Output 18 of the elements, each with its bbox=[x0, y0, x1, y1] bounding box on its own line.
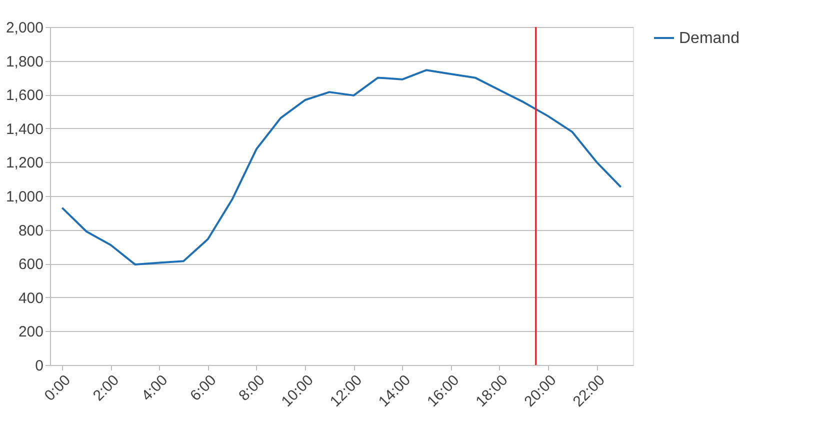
y-tick-label: 1,200 bbox=[6, 154, 44, 172]
x-tick-label: 2:00 bbox=[90, 372, 123, 404]
y-tick-label: 1,800 bbox=[6, 53, 44, 70]
y-tick-label: 1,400 bbox=[6, 120, 44, 138]
y-tick-label: 600 bbox=[18, 256, 44, 274]
x-tick-label: 4:00 bbox=[138, 372, 172, 404]
legend-label: Demand bbox=[679, 30, 740, 47]
y-tick-label: 200 bbox=[18, 324, 44, 341]
y-tick-label: 2,000 bbox=[6, 20, 44, 36]
x-tick-label: 8:00 bbox=[236, 372, 268, 404]
y-tick-label: 800 bbox=[18, 222, 44, 240]
x-tick-label: 6:00 bbox=[187, 372, 220, 404]
y-tick-label: 0 bbox=[35, 358, 44, 374]
line-series bbox=[61, 69, 622, 266]
x-tick-label: 0:00 bbox=[41, 372, 74, 404]
y-tick-label: 1,000 bbox=[6, 188, 44, 206]
y-tick-label: 1,600 bbox=[6, 87, 44, 104]
y-tick-label: 400 bbox=[18, 290, 44, 307]
